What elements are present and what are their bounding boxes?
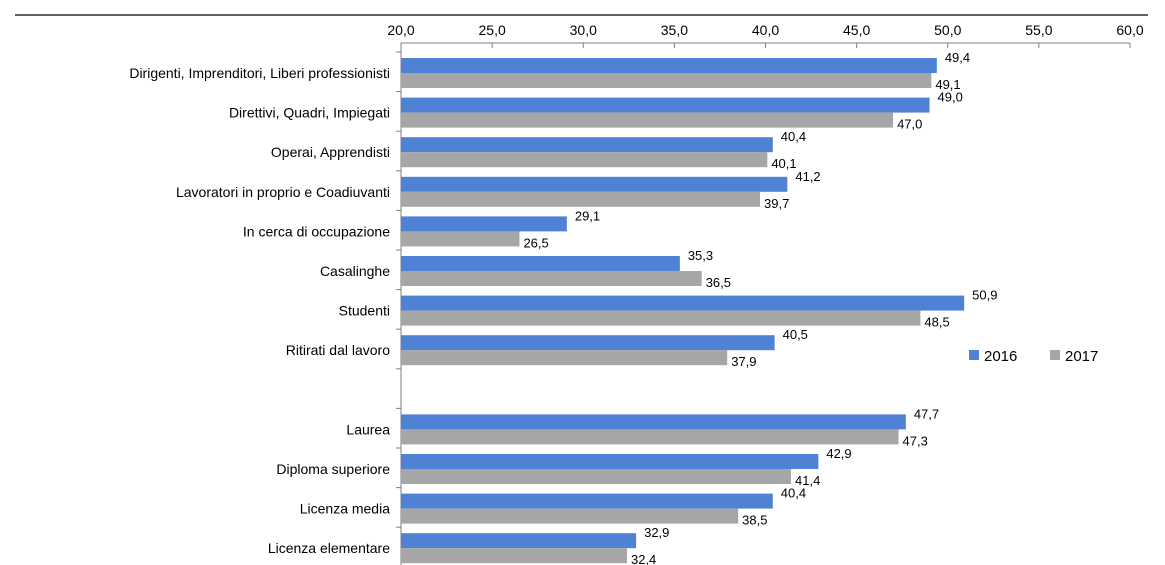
bar-2017 <box>401 271 702 286</box>
category-label: Direttivi, Quadri, Impiegati <box>229 105 390 121</box>
x-tick-label: 45,0 <box>843 22 870 38</box>
x-tick-label: 60,0 <box>1116 22 1143 38</box>
data-label-2016: 49,0 <box>938 90 963 105</box>
category-label: Licenza media <box>300 501 390 517</box>
bar-2017 <box>401 429 899 445</box>
bar-2016 <box>401 137 773 153</box>
x-tick-label: 30,0 <box>570 22 597 38</box>
bar-2017 <box>401 469 792 484</box>
data-label-2017: 40,1 <box>771 156 796 171</box>
category-label: Lavoratori in proprio e Coadiuvanti <box>176 184 390 200</box>
data-label-2017: 47,0 <box>897 117 922 132</box>
legend-swatch-2017 <box>1050 350 1060 360</box>
data-label-2016: 40,5 <box>783 327 808 342</box>
x-tick-label: 20,0 <box>387 22 414 38</box>
data-label-2016: 35,3 <box>688 248 713 263</box>
category-label: Laurea <box>346 421 390 437</box>
bar-2017 <box>401 548 627 564</box>
bar-2016 <box>401 295 965 311</box>
bar-2017 <box>401 508 739 524</box>
data-label-2017: 48,5 <box>924 315 949 330</box>
data-label-2016: 50,9 <box>972 288 997 303</box>
x-tick-label: 40,0 <box>752 22 779 38</box>
bar-2017 <box>401 350 728 366</box>
x-tick-label: 35,0 <box>661 22 688 38</box>
bar-2017 <box>401 231 520 247</box>
data-label-2016: 42,9 <box>826 446 851 461</box>
category-label: Casalinghe <box>320 263 390 279</box>
data-label-2016: 32,9 <box>644 525 669 540</box>
category-label: Diploma superiore <box>276 461 390 477</box>
bar-2016 <box>401 533 637 549</box>
category-label: Dirigenti, Imprenditori, Liberi professi… <box>129 65 390 81</box>
data-label-2017: 47,3 <box>903 433 928 448</box>
bar-2016 <box>401 58 937 73</box>
bar-2017 <box>401 112 894 128</box>
data-label-2017: 39,7 <box>764 196 789 211</box>
category-label: Studenti <box>339 303 390 319</box>
data-label-2017: 32,4 <box>631 552 656 565</box>
legend: 2016 2017 <box>969 348 1098 365</box>
data-label-2016: 40,4 <box>781 486 806 501</box>
data-label-2016: 49,4 <box>945 50 970 65</box>
bar-2016 <box>401 414 906 430</box>
data-label-2016: 47,7 <box>914 406 939 421</box>
category-label: In cerca di occupazione <box>243 223 390 239</box>
bar-2016 <box>401 216 567 232</box>
data-label-2017: 38,5 <box>742 513 767 528</box>
bar-2016 <box>401 256 680 271</box>
bar-2017 <box>401 310 921 326</box>
data-label-2016: 29,1 <box>575 208 600 223</box>
category-label: Ritirati dal lavoro <box>286 342 390 358</box>
data-label-2017: 26,5 <box>523 235 548 250</box>
bar-2016 <box>401 176 788 192</box>
axis-layer: 20,0 25,0 30,0 35,0 40,0 45,0 50,0 55,0 60,0 <box>15 14 1148 565</box>
data-label-2017: 49,1 <box>935 77 960 92</box>
x-tick-label: 50,0 <box>934 22 961 38</box>
category-labels: Dirigenti, Imprenditori, Liberi professi… <box>129 65 390 556</box>
legend-label-2017: 2017 <box>1065 348 1098 365</box>
data-label-2016: 41,2 <box>795 169 820 184</box>
category-label: Licenza elementare <box>268 540 390 556</box>
x-tick-label: 25,0 <box>479 22 506 38</box>
bars <box>401 58 965 564</box>
data-label-2017: 37,9 <box>731 354 756 369</box>
x-tick-label: 55,0 <box>1025 22 1052 38</box>
bar-2017 <box>401 73 932 88</box>
data-label-2017: 36,5 <box>706 275 731 290</box>
bar-2016 <box>401 97 930 113</box>
bar-2016 <box>401 493 773 509</box>
data-label-2017: 41,4 <box>795 473 820 488</box>
bar-2016 <box>401 454 819 469</box>
bar-2016 <box>401 335 775 351</box>
bar-2017 <box>401 152 768 168</box>
category-label: Operai, Apprendisti <box>271 144 390 160</box>
data-label-2016: 40,4 <box>781 129 806 144</box>
legend-label-2016: 2016 <box>984 348 1017 365</box>
legend-swatch-2016 <box>969 350 979 360</box>
bar-2017 <box>401 191 761 207</box>
data-labels: 49,4 49,149,0 47,0 40,4 40,141,2 39,7 29,1 26,5… <box>523 50 997 565</box>
